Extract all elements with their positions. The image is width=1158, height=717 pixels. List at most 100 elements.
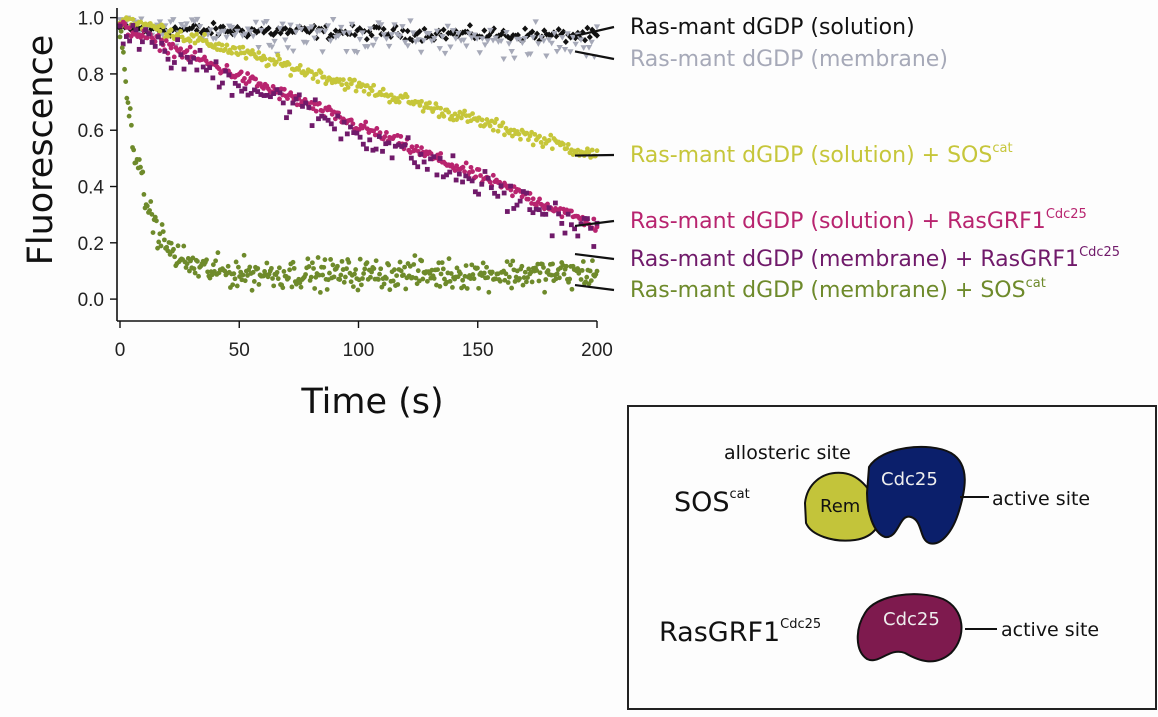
- data-point: [344, 131, 350, 137]
- data-point: [490, 127, 496, 133]
- data-point: [371, 82, 377, 88]
- data-point: [578, 277, 584, 282]
- data-point: [357, 134, 363, 140]
- data-point: [361, 123, 367, 129]
- data-point: [270, 83, 276, 89]
- data-point: [235, 264, 241, 270]
- data-point: [363, 36, 370, 43]
- data-point: [482, 169, 488, 174]
- data-point: [463, 173, 469, 179]
- data-point: [316, 116, 321, 122]
- data-point: [479, 117, 485, 123]
- data-point: [226, 72, 232, 78]
- data-point: [138, 16, 145, 23]
- data-point: [526, 266, 532, 272]
- data-point: [555, 26, 562, 33]
- data-point: [330, 262, 336, 268]
- data-point: [188, 59, 193, 65]
- data-point: [191, 21, 198, 29]
- data-point: [527, 207, 533, 212]
- data-point: [252, 19, 260, 26]
- data-point: [178, 29, 184, 34]
- data-point: [380, 25, 387, 33]
- data-point: [401, 272, 406, 278]
- data-point: [172, 254, 178, 260]
- data-point: [433, 101, 439, 107]
- data-point: [222, 46, 228, 52]
- data-point: [530, 142, 536, 148]
- data-point: [279, 21, 286, 28]
- data-point: [138, 164, 143, 170]
- data-point: [187, 44, 193, 50]
- data-point: [376, 134, 382, 139]
- data-point: [415, 164, 421, 170]
- data-point: [231, 271, 237, 277]
- data-point: [204, 257, 209, 263]
- data-point: [274, 269, 280, 275]
- data-point: [265, 24, 272, 32]
- data-point: [120, 41, 126, 47]
- data-point: [303, 100, 309, 106]
- data-point: [156, 19, 164, 26]
- data-point: [162, 49, 168, 54]
- data-point: [476, 167, 482, 173]
- data-point: [338, 272, 344, 278]
- data-point: [588, 278, 594, 283]
- data-point: [353, 88, 359, 94]
- data-point: [497, 38, 505, 45]
- series-solution_sos: [117, 15, 600, 160]
- data-point: [520, 282, 526, 288]
- data-point: [579, 268, 585, 273]
- data-point: [442, 35, 449, 42]
- y-tick-label: 0.2: [78, 234, 104, 255]
- data-point: [392, 143, 398, 149]
- data-point: [395, 96, 400, 101]
- series-membrane_sos: [117, 28, 600, 295]
- data-point: [420, 108, 426, 114]
- data-point: [264, 92, 270, 98]
- data-point: [150, 230, 156, 235]
- sos-cdc25-label: Cdc25: [881, 469, 938, 490]
- data-point: [461, 283, 467, 289]
- data-point: [377, 22, 385, 28]
- data-point: [504, 259, 510, 265]
- data-point: [470, 111, 475, 116]
- data-point: [519, 40, 526, 46]
- data-point: [537, 34, 545, 41]
- data-point: [183, 21, 190, 27]
- data-point: [468, 35, 475, 41]
- data-point: [460, 179, 465, 185]
- data-point: [433, 28, 441, 35]
- data-point: [535, 261, 541, 267]
- data-point: [580, 45, 587, 51]
- data-point: [478, 173, 483, 178]
- data-point: [247, 264, 253, 270]
- data-point: [588, 39, 595, 46]
- data-point: [481, 270, 487, 276]
- data-point: [191, 55, 197, 61]
- data-point: [270, 276, 275, 281]
- data-point: [250, 269, 256, 275]
- data-point: [251, 279, 257, 284]
- data-point: [366, 91, 372, 97]
- data-point: [236, 83, 241, 89]
- data-point: [322, 257, 328, 263]
- data-point: [196, 24, 204, 30]
- data-point: [240, 272, 246, 278]
- data-point: [271, 38, 278, 45]
- data-point: [468, 276, 474, 281]
- data-point: [440, 266, 446, 272]
- data-point: [508, 183, 513, 189]
- data-point: [359, 30, 366, 37]
- data-point: [130, 23, 136, 28]
- data-point: [572, 41, 579, 48]
- data-point: [355, 287, 361, 293]
- data-point: [184, 54, 190, 60]
- data-point: [469, 178, 475, 184]
- data-point: [404, 94, 410, 100]
- data-point: [374, 126, 380, 131]
- data-point: [537, 270, 543, 276]
- data-point: [393, 32, 401, 38]
- data-point: [275, 52, 281, 58]
- data-point: [263, 18, 270, 25]
